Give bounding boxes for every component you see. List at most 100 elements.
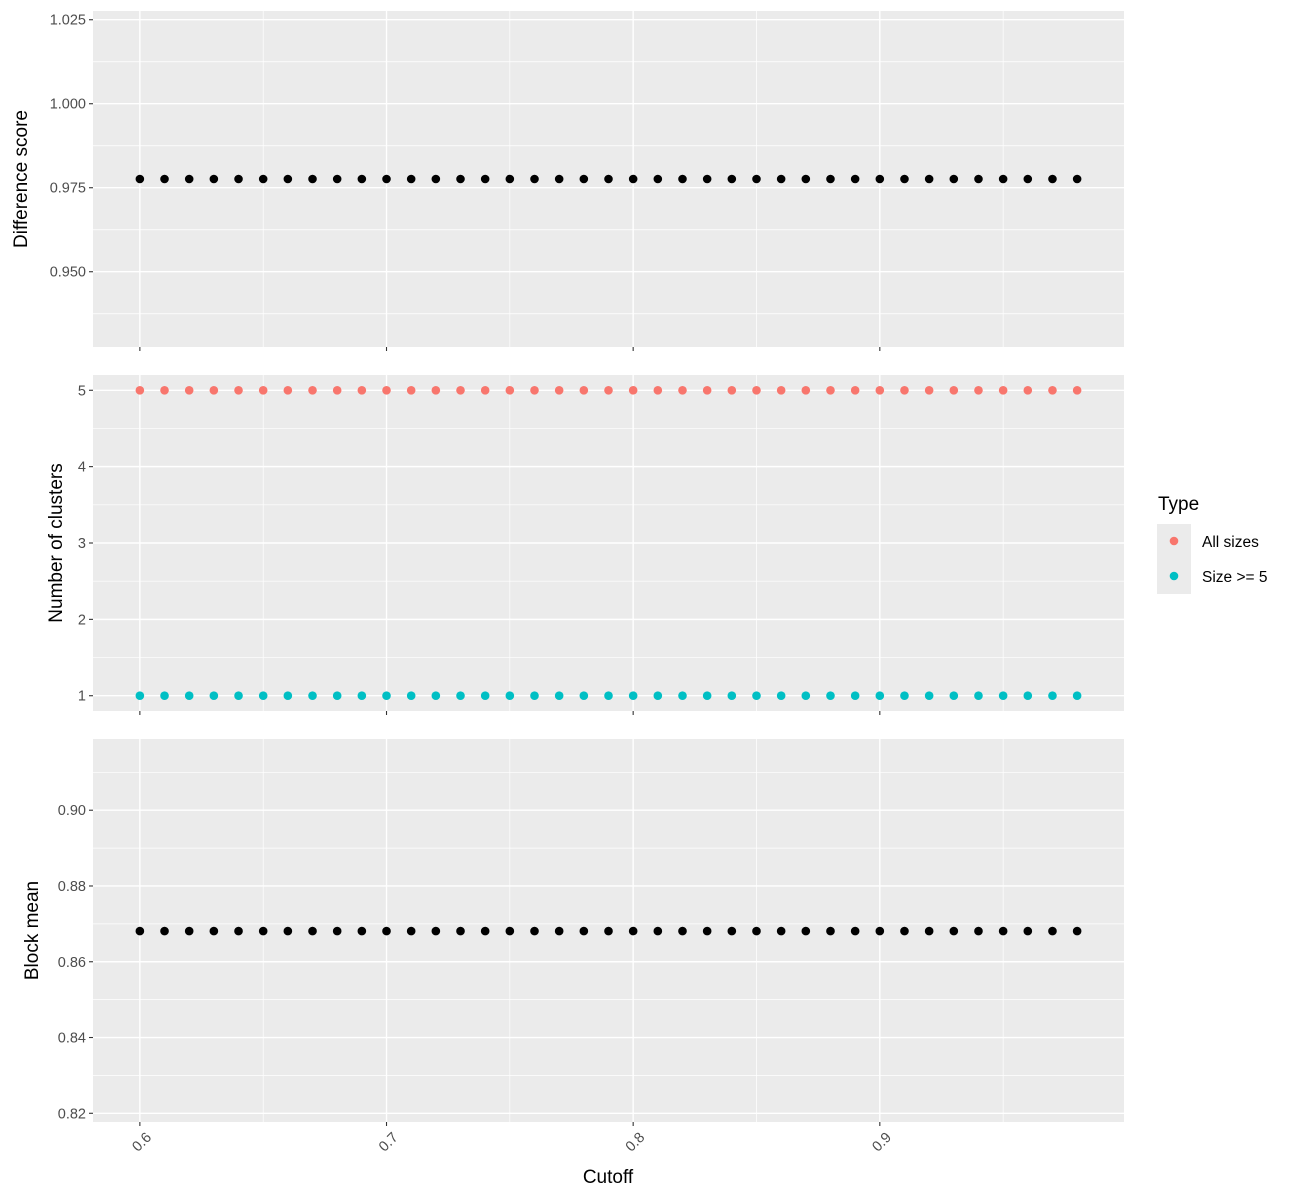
data-point bbox=[308, 174, 317, 184]
x-tick-label: 0.8 bbox=[623, 1130, 649, 1156]
data-point bbox=[801, 385, 811, 395]
data-point bbox=[801, 691, 811, 701]
data-point bbox=[850, 174, 860, 184]
data-point bbox=[974, 926, 983, 936]
data-point bbox=[382, 174, 391, 184]
data-point bbox=[357, 174, 367, 184]
data-point bbox=[406, 926, 416, 936]
data-point bbox=[258, 926, 268, 936]
data-point bbox=[850, 385, 860, 395]
data-point bbox=[949, 691, 959, 701]
data-point bbox=[702, 385, 712, 395]
data-point bbox=[456, 174, 465, 184]
data-point bbox=[900, 926, 909, 936]
data-point bbox=[579, 385, 589, 395]
data-point bbox=[382, 691, 391, 701]
data-point bbox=[1023, 385, 1033, 395]
data-point bbox=[974, 174, 983, 184]
data-point bbox=[1048, 691, 1057, 701]
data-point bbox=[135, 174, 145, 184]
x-tick-label: 0.9 bbox=[869, 1130, 895, 1156]
data-point bbox=[530, 926, 539, 936]
series-points bbox=[135, 174, 1082, 184]
data-point bbox=[234, 926, 243, 936]
data-point bbox=[653, 926, 663, 936]
data-point bbox=[135, 385, 145, 395]
data-point bbox=[382, 926, 391, 936]
data-point bbox=[406, 174, 416, 184]
data-point bbox=[357, 926, 367, 936]
data-point bbox=[1023, 691, 1033, 701]
legend-key-size-ge-5 bbox=[1169, 571, 1179, 581]
data-point bbox=[1048, 174, 1057, 184]
data-point bbox=[382, 385, 391, 395]
data-point bbox=[308, 926, 317, 936]
y-tick-label: 1 bbox=[78, 689, 86, 705]
data-point bbox=[505, 926, 515, 936]
data-point bbox=[776, 385, 786, 395]
data-point bbox=[1072, 385, 1082, 395]
y-tick-label: 0.975 bbox=[50, 181, 86, 197]
data-point bbox=[875, 174, 885, 184]
data-point bbox=[628, 691, 638, 701]
data-point bbox=[604, 174, 613, 184]
data-point bbox=[776, 926, 786, 936]
y-tick-label: 0.88 bbox=[58, 879, 86, 895]
data-point bbox=[826, 691, 835, 701]
y-axis-title: Difference score bbox=[11, 110, 32, 248]
legend-key-all-sizes bbox=[1169, 536, 1179, 546]
data-point bbox=[480, 385, 490, 395]
data-point bbox=[332, 926, 342, 936]
data-point bbox=[431, 174, 441, 184]
data-point bbox=[653, 385, 663, 395]
data-point bbox=[900, 385, 909, 395]
data-point bbox=[1072, 691, 1082, 701]
data-point bbox=[974, 691, 983, 701]
panel-3: 0.82 0.84 0.86 0.88 0.90 Block mean bbox=[22, 739, 1124, 1126]
data-point bbox=[283, 691, 293, 701]
data-point bbox=[332, 174, 342, 184]
data-point bbox=[998, 691, 1008, 701]
data-point bbox=[604, 691, 613, 701]
data-point bbox=[530, 691, 539, 701]
x-tick-label: 0.6 bbox=[129, 1130, 155, 1156]
data-point bbox=[678, 691, 687, 701]
data-point bbox=[875, 385, 885, 395]
data-point bbox=[850, 691, 860, 701]
data-point bbox=[234, 385, 243, 395]
data-point bbox=[1072, 174, 1082, 184]
data-point bbox=[727, 926, 737, 936]
data-point bbox=[357, 691, 367, 701]
data-point bbox=[308, 385, 317, 395]
data-point bbox=[209, 174, 219, 184]
data-point bbox=[530, 174, 539, 184]
data-point bbox=[702, 926, 712, 936]
data-point bbox=[653, 691, 663, 701]
data-point bbox=[949, 174, 959, 184]
data-point bbox=[752, 385, 761, 395]
legend-key-background bbox=[1157, 524, 1191, 594]
legend: Type All sizes Size >= 5 bbox=[1157, 494, 1268, 594]
data-point bbox=[727, 691, 737, 701]
data-point bbox=[1023, 174, 1033, 184]
data-point bbox=[505, 174, 515, 184]
data-point bbox=[283, 174, 293, 184]
data-point bbox=[604, 385, 613, 395]
series-points bbox=[135, 926, 1082, 936]
data-point bbox=[160, 174, 169, 184]
data-point bbox=[1072, 926, 1082, 936]
data-point bbox=[135, 926, 145, 936]
data-point bbox=[258, 174, 268, 184]
y-tick-label: 4 bbox=[78, 460, 86, 476]
data-point bbox=[308, 691, 317, 701]
y-tick-label: 5 bbox=[78, 383, 86, 399]
data-point bbox=[554, 385, 564, 395]
data-point bbox=[579, 691, 589, 701]
data-point bbox=[283, 926, 293, 936]
data-point bbox=[826, 174, 835, 184]
series-size-5 bbox=[135, 691, 1082, 701]
data-point bbox=[1023, 926, 1033, 936]
data-point bbox=[184, 385, 194, 395]
data-point bbox=[431, 385, 441, 395]
data-point bbox=[579, 926, 589, 936]
